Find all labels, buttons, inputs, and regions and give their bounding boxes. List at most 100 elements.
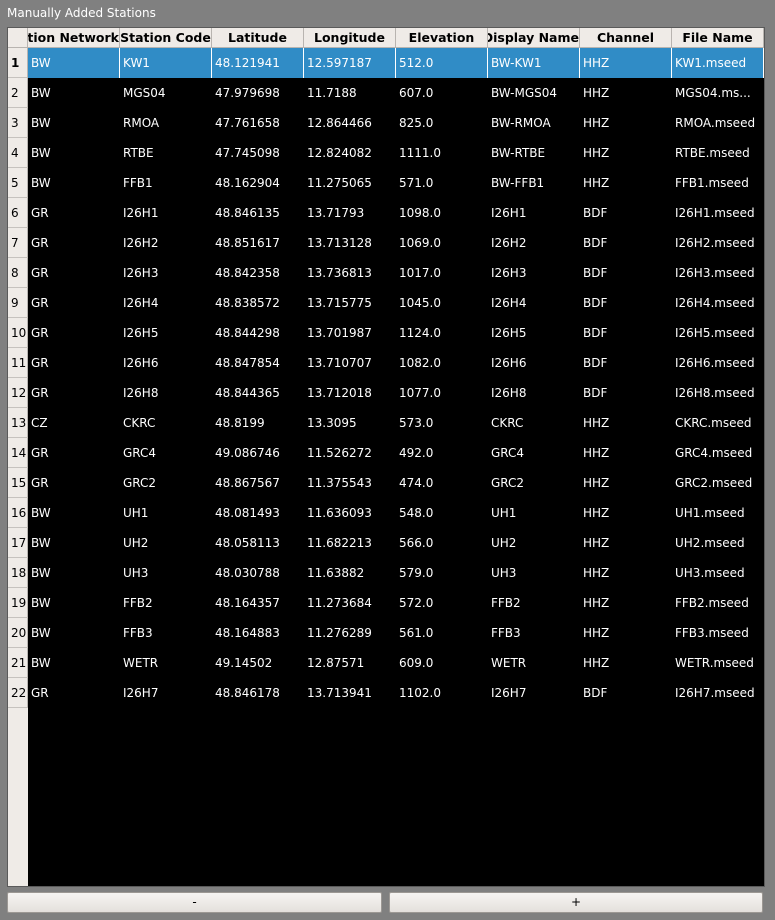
row-header[interactable]: 16 [8, 498, 28, 528]
cell-file-name[interactable]: I26H7.mseed [675, 686, 755, 700]
cell-file-name[interactable]: MGS04.ms... [675, 86, 751, 100]
cell-latitude[interactable]: 48.058113 [215, 536, 280, 550]
cell-file-name[interactable]: I26H5.mseed [675, 326, 755, 340]
cell-file-name[interactable]: KW1.mseed [672, 48, 764, 78]
cell-network[interactable]: BW [31, 176, 51, 190]
cell-network[interactable]: BW [31, 146, 51, 160]
cell-display-name[interactable]: I26H1 [491, 206, 527, 220]
cell-display-name[interactable]: GRC2 [491, 476, 525, 490]
cell-network[interactable]: GR [31, 266, 49, 280]
cell-display-name[interactable]: BW-MGS04 [491, 86, 558, 100]
cell-channel[interactable]: BDF [583, 266, 608, 280]
cell-file-name[interactable]: FFB2.mseed [675, 596, 749, 610]
cell-channel[interactable]: BDF [583, 326, 608, 340]
row-header[interactable]: 17 [8, 528, 28, 558]
row-header[interactable]: 10 [8, 318, 28, 348]
table-row[interactable]: GR I26H4 48.838572 13.715775 1045.0 I26H4 BDF I… [28, 288, 764, 318]
cell-latitude[interactable]: 49.14502 [215, 656, 273, 670]
cell-channel[interactable]: BDF [583, 236, 608, 250]
cell-channel[interactable]: HHZ [583, 506, 610, 520]
table-row[interactable]: BW UH1 48.081493 11.636093 548.0 UH1 HHZ UH1.ms… [28, 498, 764, 528]
cell-code[interactable]: KW1 [120, 48, 212, 78]
cell-longitude[interactable]: 11.375543 [307, 476, 372, 490]
cell-longitude[interactable]: 11.63882 [307, 566, 365, 580]
cell-display-name[interactable]: CKRC [491, 416, 524, 430]
cell-longitude[interactable]: 13.71793 [307, 206, 365, 220]
cell-display-name[interactable]: UH1 [491, 506, 517, 520]
row-header[interactable]: 15 [8, 468, 28, 498]
column-header-latitude[interactable]: Latitude [212, 28, 304, 48]
cell-longitude[interactable]: 12.824082 [307, 146, 372, 160]
cell-network[interactable]: GR [31, 236, 49, 250]
cell-longitude[interactable]: 13.713941 [307, 686, 372, 700]
cell-longitude[interactable]: 11.276289 [307, 626, 372, 640]
cell-channel[interactable]: BDF [583, 356, 608, 370]
cell-code[interactable]: MGS04 [123, 86, 166, 100]
cell-file-name[interactable]: FFB1.mseed [675, 176, 749, 190]
table-row[interactable]: BW UH3 48.030788 11.63882 579.0 UH3 HHZ UH3.mse… [28, 558, 764, 588]
cell-code[interactable]: FFB3 [123, 626, 153, 640]
cell-network[interactable]: GR [31, 356, 49, 370]
cell-display-name[interactable]: I26H7 [491, 686, 527, 700]
cell-elevation[interactable]: 474.0 [399, 476, 434, 490]
row-header[interactable]: 14 [8, 438, 28, 468]
cell-display-name[interactable]: BW-RMOA [491, 116, 551, 130]
cell-latitude[interactable]: 48.844298 [215, 326, 280, 340]
cell-code[interactable]: GRC2 [123, 476, 157, 490]
table-row[interactable]: GR I26H8 48.844365 13.712018 1077.0 I26H8 BDF I… [28, 378, 764, 408]
cell-latitude[interactable]: 48.121941 [212, 48, 304, 78]
row-header[interactable]: 6 [8, 198, 28, 228]
cell-code[interactable]: UH2 [123, 536, 149, 550]
cell-network[interactable]: BW [31, 86, 51, 100]
add-station-button[interactable]: + [389, 892, 763, 913]
cell-elevation[interactable]: 566.0 [399, 536, 434, 550]
cell-latitude[interactable]: 48.847854 [215, 356, 280, 370]
table-row[interactable]: GR GRC4 49.086746 11.526272 492.0 GRC4 HHZ GRC4… [28, 438, 764, 468]
row-header[interactable]: 11 [8, 348, 28, 378]
cell-elevation[interactable]: 1082.0 [399, 356, 441, 370]
cell-latitude[interactable]: 47.745098 [215, 146, 280, 160]
cell-code[interactable]: UH3 [123, 566, 149, 580]
cell-longitude[interactable]: 13.715775 [307, 296, 372, 310]
table-row[interactable]: BW UH2 48.058113 11.682213 566.0 UH2 HHZ UH2.ms… [28, 528, 764, 558]
table-row[interactable]: GR GRC2 48.867567 11.375543 474.0 GRC2 HHZ GRC2… [28, 468, 764, 498]
cell-display-name[interactable]: GRC4 [491, 446, 525, 460]
cell-channel[interactable]: BDF [583, 206, 608, 220]
column-header-elevation[interactable]: Elevation [396, 28, 488, 48]
cell-elevation[interactable]: 492.0 [399, 446, 434, 460]
cell-elevation[interactable]: 607.0 [399, 86, 434, 100]
cell-network[interactable]: GR [31, 446, 49, 460]
cell-display-name[interactable]: UH3 [491, 566, 517, 580]
cell-network[interactable]: BW [28, 48, 120, 78]
cell-display-name[interactable]: FFB3 [491, 626, 521, 640]
cell-elevation[interactable]: 579.0 [399, 566, 434, 580]
cell-elevation[interactable]: 571.0 [399, 176, 434, 190]
cell-network[interactable]: BW [31, 506, 51, 520]
cell-network[interactable]: GR [31, 296, 49, 310]
column-header-file-name[interactable]: File Name [672, 28, 764, 48]
table-row[interactable]: GR I26H6 48.847854 13.710707 1082.0 I26H6 BDF I… [28, 348, 764, 378]
cell-network[interactable]: GR [31, 326, 49, 340]
cell-channel[interactable]: HHZ [583, 416, 610, 430]
cell-file-name[interactable]: I26H3.mseed [675, 266, 755, 280]
cell-longitude[interactable]: 13.736813 [307, 266, 372, 280]
cell-elevation[interactable]: 1124.0 [399, 326, 441, 340]
cell-longitude[interactable]: 12.864466 [307, 116, 372, 130]
column-header-station-display-name[interactable]: Station Display Name [488, 28, 580, 48]
row-header[interactable]: 12 [8, 378, 28, 408]
row-header[interactable]: 1 [8, 48, 28, 78]
cell-code[interactable]: I26H5 [123, 326, 159, 340]
cell-latitude[interactable]: 48.846178 [215, 686, 280, 700]
cell-network[interactable]: GR [31, 386, 49, 400]
cell-longitude[interactable]: 11.526272 [307, 446, 372, 460]
cell-longitude[interactable]: 13.710707 [307, 356, 372, 370]
cell-elevation[interactable]: 572.0 [399, 596, 434, 610]
cell-file-name[interactable]: UH2.mseed [675, 536, 745, 550]
cell-longitude[interactable]: 13.3095 [307, 416, 357, 430]
cell-elevation[interactable]: 512.0 [396, 48, 488, 78]
cell-code[interactable]: WETR [123, 656, 159, 670]
cell-elevation[interactable]: 1111.0 [399, 146, 441, 160]
cell-network[interactable]: BW [31, 596, 51, 610]
table-row[interactable]: GR I26H2 48.851617 13.713128 1069.0 I26H2 BDF I… [28, 228, 764, 258]
cell-display-name[interactable]: FFB2 [491, 596, 521, 610]
